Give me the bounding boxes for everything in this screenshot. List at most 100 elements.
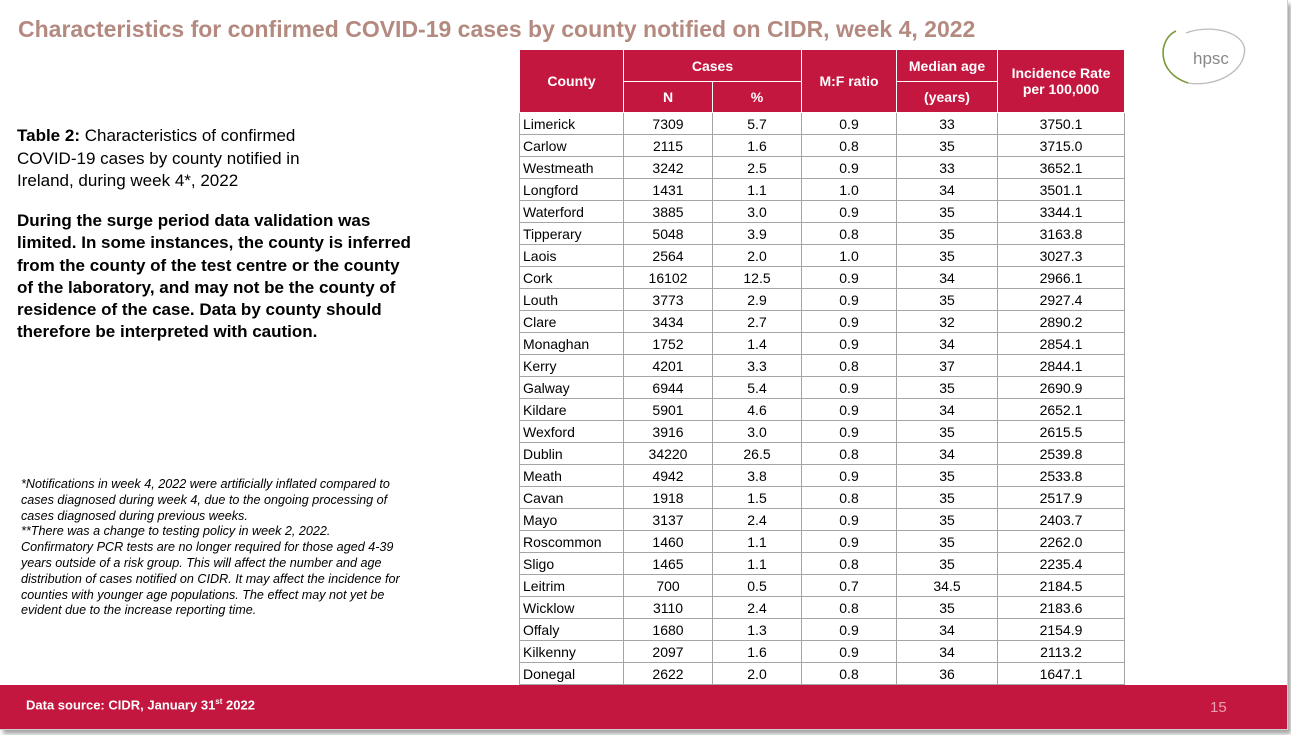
cell-cases-n: 7309 <box>623 112 713 135</box>
cell-median-age: 34 <box>896 332 998 355</box>
cell-county: Galway <box>519 376 624 399</box>
cell-median-age: 35 <box>896 508 998 531</box>
table-row: Westmeath 3242 2.5 0.9 33 3652.1 <box>519 156 1125 179</box>
cell-cases-percent: 2.4 <box>712 596 802 619</box>
cell-county: Roscommon <box>519 530 624 553</box>
cell-cases-n: 5901 <box>623 398 713 421</box>
cell-county: Clare <box>519 310 624 333</box>
header-county: County <box>519 49 624 113</box>
cell-county: Meath <box>519 464 624 487</box>
cell-county: Leitrim <box>519 574 624 597</box>
cell-incidence-rate: 2539.8 <box>997 442 1125 465</box>
table-row: Louth 3773 2.9 0.9 35 2927.4 <box>519 288 1125 311</box>
cell-county: Mayo <box>519 508 624 531</box>
cell-incidence-rate: 2615.5 <box>997 420 1125 443</box>
cell-incidence-rate: 2890.2 <box>997 310 1125 333</box>
cell-median-age: 35 <box>896 222 998 245</box>
cell-mf-ratio: 0.9 <box>801 464 897 487</box>
header-incidence-line2: per 100,000 <box>1022 81 1100 97</box>
table-row: Tipperary 5048 3.9 0.8 35 3163.8 <box>519 222 1125 245</box>
cell-cases-n: 5048 <box>623 222 713 245</box>
cell-cases-percent: 2.0 <box>712 244 802 267</box>
cell-cases-n: 2097 <box>623 640 713 663</box>
cell-mf-ratio: 0.9 <box>801 332 897 355</box>
cell-county: Wexford <box>519 420 624 443</box>
cell-incidence-rate: 2533.8 <box>997 464 1125 487</box>
caption-text: Characteristics of confirmed COVID-19 ca… <box>17 126 300 190</box>
cell-median-age: 32 <box>896 310 998 333</box>
cell-mf-ratio: 0.8 <box>801 552 897 575</box>
cell-mf-ratio: 0.9 <box>801 266 897 289</box>
cell-mf-ratio: 0.9 <box>801 508 897 531</box>
data-validation-warning: During the surge period data validation … <box>17 211 411 342</box>
cell-incidence-rate: 2262.0 <box>997 530 1125 553</box>
header-median-years: (years) <box>896 81 998 113</box>
cell-cases-n: 1460 <box>623 530 713 553</box>
cell-cases-n: 1431 <box>623 178 713 201</box>
cell-incidence-rate: 2844.1 <box>997 354 1125 377</box>
cell-mf-ratio: 0.8 <box>801 442 897 465</box>
cell-cases-percent: 1.1 <box>712 530 802 553</box>
cell-cases-n: 700 <box>623 574 713 597</box>
cell-county: Kerry <box>519 354 624 377</box>
cell-cases-n: 1752 <box>623 332 713 355</box>
table-row: Wicklow 3110 2.4 0.8 35 2183.6 <box>519 596 1125 619</box>
cell-county: Cork <box>519 266 624 289</box>
cell-incidence-rate: 3344.1 <box>997 200 1125 223</box>
cell-incidence-rate: 2403.7 <box>997 508 1125 531</box>
cell-incidence-rate: 2652.1 <box>997 398 1125 421</box>
page-number: 15 <box>1210 699 1227 716</box>
cell-cases-percent: 5.4 <box>712 376 802 399</box>
hpsc-logo: hpsc <box>1162 28 1246 85</box>
cell-median-age: 35 <box>896 200 998 223</box>
cell-mf-ratio: 0.8 <box>801 662 897 685</box>
cell-incidence-rate: 3163.8 <box>997 222 1125 245</box>
cell-cases-percent: 3.9 <box>712 222 802 245</box>
cell-cases-n: 2564 <box>623 244 713 267</box>
cell-median-age: 35 <box>896 244 998 267</box>
cell-median-age: 35 <box>896 376 998 399</box>
cell-mf-ratio: 1.0 <box>801 178 897 201</box>
footnote-2: **There was a change to testing policy i… <box>21 524 400 618</box>
cell-median-age: 34 <box>896 266 998 289</box>
table-row: Longford 1431 1.1 1.0 34 3501.1 <box>519 178 1125 201</box>
cell-incidence-rate: 3501.1 <box>997 178 1125 201</box>
data-source: Data source: CIDR, January 31st 2022 <box>26 697 255 712</box>
table-row: Leitrim 700 0.5 0.7 34.5 2184.5 <box>519 574 1125 597</box>
cell-incidence-rate: 2517.9 <box>997 486 1125 509</box>
cell-cases-percent: 0.5 <box>712 574 802 597</box>
cell-county: Offaly <box>519 618 624 641</box>
cell-median-age: 34.5 <box>896 574 998 597</box>
table-row: Offaly 1680 1.3 0.9 34 2154.9 <box>519 618 1125 641</box>
cell-cases-n: 3773 <box>623 288 713 311</box>
header-median-age: Median age <box>896 49 998 82</box>
cell-cases-n: 34220 <box>623 442 713 465</box>
cell-incidence-rate: 1647.1 <box>997 662 1125 685</box>
cell-median-age: 34 <box>896 398 998 421</box>
cell-median-age: 34 <box>896 178 998 201</box>
cell-incidence-rate: 2235.4 <box>997 552 1125 575</box>
cell-county: Carlow <box>519 134 624 157</box>
cell-cases-percent: 1.6 <box>712 134 802 157</box>
cell-mf-ratio: 0.9 <box>801 618 897 641</box>
cell-cases-n: 3242 <box>623 156 713 179</box>
cell-mf-ratio: 0.9 <box>801 288 897 311</box>
cell-mf-ratio: 1.0 <box>801 244 897 267</box>
cell-incidence-rate: 2966.1 <box>997 266 1125 289</box>
cell-cases-percent: 12.5 <box>712 266 802 289</box>
cell-cases-percent: 1.4 <box>712 332 802 355</box>
cell-median-age: 35 <box>896 464 998 487</box>
table-row: Meath 4942 3.8 0.9 35 2533.8 <box>519 464 1125 487</box>
header-mf-ratio: M:F ratio <box>801 49 897 113</box>
cell-median-age: 35 <box>896 486 998 509</box>
cell-mf-ratio: 0.9 <box>801 398 897 421</box>
cell-median-age: 35 <box>896 288 998 311</box>
cell-mf-ratio: 0.9 <box>801 200 897 223</box>
cell-cases-n: 4201 <box>623 354 713 377</box>
logo-text: hpsc <box>1193 49 1229 68</box>
data-source-suffix: 2022 <box>222 697 255 713</box>
table-row: Donegal 2622 2.0 0.8 36 1647.1 <box>519 662 1125 685</box>
cell-median-age: 35 <box>896 420 998 443</box>
table-row: Cork 16102 12.5 0.9 34 2966.1 <box>519 266 1125 289</box>
cell-mf-ratio: 0.9 <box>801 640 897 663</box>
